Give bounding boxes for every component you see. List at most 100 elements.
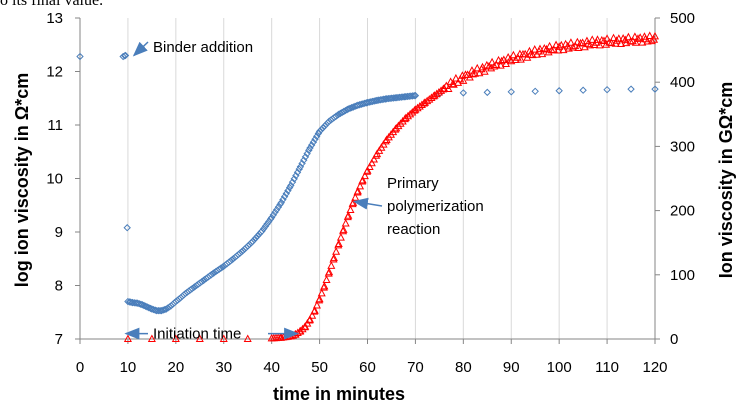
diamond-marker [336, 109, 345, 118]
triangle-marker [501, 59, 511, 67]
triangle-marker [628, 36, 637, 45]
triangle-marker [332, 247, 341, 255]
diamond-marker [346, 104, 354, 113]
triangle-marker [360, 171, 369, 180]
triangle-marker [603, 34, 612, 42]
x-tick-label: 70 [407, 359, 424, 376]
triangle-marker [643, 36, 652, 45]
triangle-marker [322, 275, 331, 283]
triangle-marker [636, 33, 645, 41]
triangle-marker [369, 154, 379, 163]
triangle-marker [509, 50, 518, 59]
y-right-tick-label: 400 [670, 74, 695, 91]
diamond-marker [320, 122, 329, 130]
x-tick-label: 110 [595, 359, 619, 376]
diamond-marker [271, 208, 279, 217]
diamond-marker [138, 301, 146, 309]
tick-label-layer: 0 10 20 30 40 50 60 70 80 90 100 110 120 7 8 9 10 11 12 13 0… [46, 10, 695, 376]
triangle-marker [471, 69, 480, 77]
triangle-marker [317, 288, 326, 297]
x-tick-label: 60 [359, 359, 376, 376]
polymerization-label-line: Primary [387, 175, 439, 192]
triangle-marker [616, 39, 626, 48]
diamond-marker [261, 222, 270, 230]
x-tick-label: 20 [167, 359, 184, 376]
triangle-marker [595, 40, 604, 49]
triangle-marker [451, 73, 460, 82]
triangle-marker [554, 45, 563, 54]
triangle-marker [320, 281, 329, 290]
triangle-marker [456, 74, 465, 83]
initiation-time-label: Initiation time [153, 326, 241, 343]
triangle-marker [473, 63, 482, 72]
triangle-marker [488, 57, 497, 66]
triangle-marker [569, 42, 578, 51]
diamond-marker [274, 203, 283, 211]
triangle-marker [417, 100, 426, 109]
y-left-tick-label: 12 [46, 64, 63, 81]
diamond-marker [483, 88, 491, 97]
triangle-marker [555, 42, 564, 50]
diamond-marker [410, 92, 418, 100]
triangle-marker [593, 35, 602, 43]
diamond-marker [411, 91, 420, 100]
triangle-marker [437, 86, 446, 94]
diamond-marker [248, 237, 257, 246]
y-right-tick-label: 300 [670, 138, 695, 155]
triangle-marker [538, 49, 547, 58]
triangle-marker [609, 33, 618, 42]
diamond-marker [253, 232, 262, 240]
diamond-marker [314, 129, 323, 138]
y-left-axis-title: log ion viscosity in Ω*cm [12, 73, 32, 287]
triangle-marker [492, 60, 501, 68]
triangle-marker [614, 34, 623, 42]
triangle-marker [545, 41, 554, 50]
triangle-marker [496, 61, 505, 69]
diamond-marker [307, 141, 316, 149]
diamond-marker [531, 87, 539, 96]
triangle-marker [586, 40, 595, 49]
triangle-marker [582, 36, 591, 45]
diamond-marker [311, 135, 319, 144]
diamond-marker [555, 87, 563, 95]
triangle-marker [392, 123, 401, 132]
triangle-marker [327, 261, 336, 269]
diamond-marker [295, 165, 303, 173]
triangle-marker [394, 121, 403, 130]
triangle-marker [339, 225, 348, 233]
diamond-marker [252, 234, 260, 242]
diamond-marker [319, 124, 327, 132]
triangle-marker [358, 175, 367, 184]
y-right-tick-label: 500 [670, 10, 695, 27]
y-left-tick-label: 10 [46, 171, 63, 188]
y-left-tick-label: 8 [55, 278, 63, 295]
triangle-marker [195, 334, 204, 342]
diamond-marker [123, 224, 131, 232]
triangle-marker [365, 162, 374, 171]
x-tick-label: 100 [547, 359, 572, 376]
binder-addition-arrow [132, 41, 149, 57]
triangle-marker [444, 84, 453, 93]
triangle-marker [406, 109, 415, 118]
x-tick-label: 80 [455, 359, 472, 376]
diamond-marker [161, 305, 169, 314]
diamond-marker [579, 86, 587, 94]
triangle-marker [624, 32, 633, 41]
diamond-marker [188, 284, 196, 293]
diamond-marker [627, 85, 635, 93]
diamond-marker [459, 89, 468, 97]
diamond-marker [198, 277, 206, 286]
triangle-marker [367, 158, 376, 167]
vertical-gridlines [127, 18, 656, 339]
triangle-marker [325, 267, 334, 276]
triangle-marker [468, 69, 477, 78]
y-left-tick-label: 7 [55, 331, 63, 348]
diamond-marker [236, 249, 244, 257]
diamond-marker [340, 107, 348, 116]
triangle-marker [497, 56, 506, 65]
triangle-marker [329, 253, 338, 262]
triangle-marker [243, 334, 252, 342]
diamond-marker [267, 213, 276, 222]
diamond-marker [260, 224, 268, 233]
x-tick-label: 10 [120, 359, 137, 376]
